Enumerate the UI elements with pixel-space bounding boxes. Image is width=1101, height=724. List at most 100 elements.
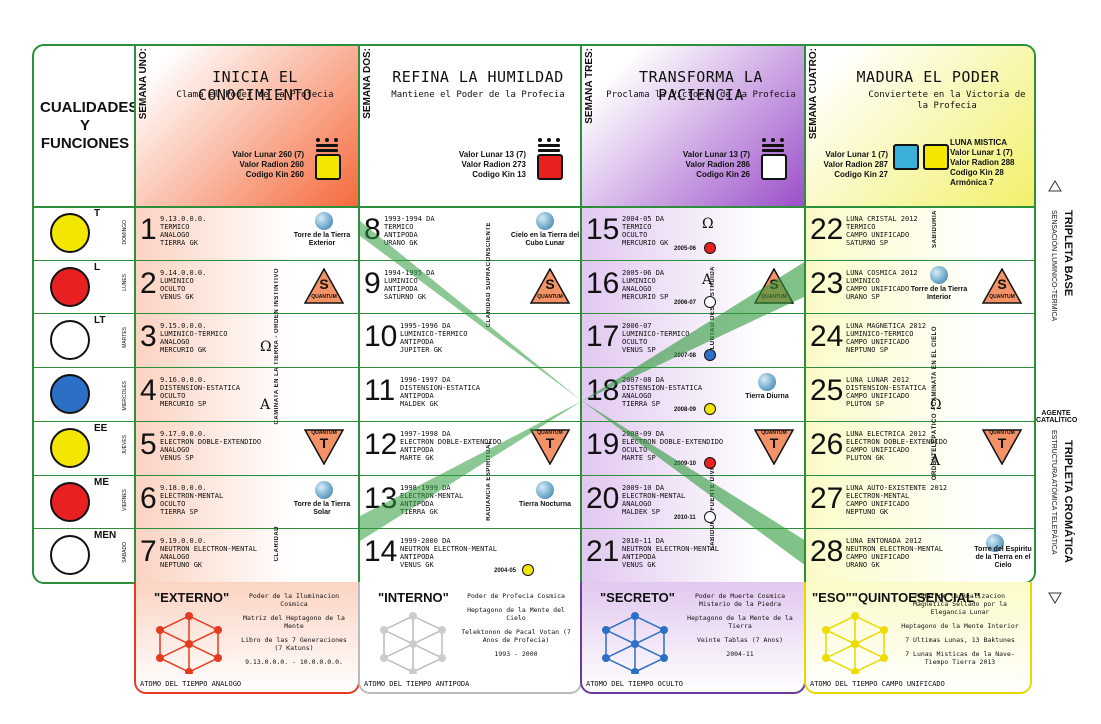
kin-text: LUNA CRISTAL 2012 TERMICO CAMPO UNIFICAD… xyxy=(846,215,918,247)
bottom-foot: ATOMO DEL TIEMPO ANTIPODA xyxy=(364,680,470,688)
year-label: 2005-06 xyxy=(674,246,697,252)
kin-number: 20 xyxy=(586,481,620,515)
quantum-letter: S xyxy=(319,275,329,292)
earth-icon xyxy=(536,480,554,499)
triangle-icon xyxy=(1048,180,1062,192)
kin-text: 9.17.0.0.0. ELECTRON DOBLE-EXTENDIDO ANA… xyxy=(160,429,262,462)
kin-text: 2010-11 DA NEUTRON ELECTRON-MENTAL ANTIP… xyxy=(622,537,719,570)
kin-number: 5 xyxy=(140,427,157,461)
plasma-mini-icon xyxy=(704,295,716,308)
plasma-symbol: T DOMINGO xyxy=(34,206,136,259)
info-line: Heptagono de la Mente Interior xyxy=(901,622,1019,630)
divider xyxy=(804,46,806,582)
week-title: REFINA LA HUMILDAD xyxy=(392,68,564,86)
plasma-icon xyxy=(50,266,90,307)
week-title: TRANSFORMA LA PACIENCIA xyxy=(639,68,763,104)
kin-text: 9.14.0.0.0. LUMINICO OCULTO VENUS GK xyxy=(160,268,207,301)
kin-number: 11 xyxy=(364,374,396,408)
kin-text: 9.16.0.0.0. DISTENSION-ESTATICA OCULTO M… xyxy=(160,376,241,409)
omega-symbol: Ω xyxy=(930,397,942,414)
quantum-letter: T xyxy=(545,434,555,451)
week1-header: SEMANA UNO: INICIA EL CONOCIMIENTO Clama… xyxy=(136,46,358,206)
quantum-letter: T xyxy=(997,434,1007,451)
divider xyxy=(580,46,582,582)
week4-header: SEMANA CUATRO: MADURA EL PODER Convierte… xyxy=(806,46,1034,206)
plasma-tone: L xyxy=(94,261,101,273)
bottom-secreto: "SECRETO" Poder de Muerte Cosmica Mister… xyxy=(580,582,806,694)
year-label: 2007-08 xyxy=(674,353,697,360)
col4-bg xyxy=(806,206,1034,582)
kin-cell: 16 2005-06 DA LUMINICO ANALOGO MERCURIO S… xyxy=(582,261,804,314)
kin-text: LUNA MAGNETICA 2012 LUMINICO-TERMICO CAM… xyxy=(846,322,927,355)
plasma-symbol: MEN SABADO xyxy=(34,528,136,581)
quantum-label: QUANTUM xyxy=(537,293,563,300)
tower-label: Torre de la Tierra Exterior xyxy=(293,232,351,247)
week-values: Valor Lunar 13 (7) Valor Radion 273 Codi… xyxy=(459,150,526,180)
kin-text: 9.15.0.0.0. LUMINICO-TERMICO ANALOGO MER… xyxy=(160,322,228,355)
week2-header: SEMANA DOS: REFINA LA HUMILDAD Mantiene … xyxy=(360,46,580,206)
kin-text: 1993-1994 DA TERMICO ANTIPODA URANO GK xyxy=(384,215,435,247)
divider xyxy=(134,46,136,582)
kin-text: LUNA ELECTRICA 2012 ELECTRON DOBLE-EXTEN… xyxy=(846,429,948,462)
omega-symbol: A xyxy=(702,271,713,288)
kin-text: 2007-08 DA DISTENSION-ESTATICA ANALOGO T… xyxy=(622,376,703,409)
plasma-icon xyxy=(50,374,90,415)
week-title: MADURA EL PODER xyxy=(856,68,1000,86)
week-title: INICIA EL CONOCIMIENTO xyxy=(197,68,313,104)
plasma-mini-icon xyxy=(522,564,534,577)
quantum-letter: T xyxy=(319,434,329,451)
quantum-icon: T QUANTUM xyxy=(530,429,570,465)
quantum-icon: T QUANTUM xyxy=(304,429,344,465)
bottom-info: Poder de la Iluminacion Cosmica Matriz de… xyxy=(238,592,350,672)
value-line: Valor Radion 273 xyxy=(461,160,526,169)
side-tripleta-cromatica: TRIPLETA CROMÁTICA xyxy=(1062,440,1074,563)
info-line: Telektonon de Pacal Votan (7 Anos de Pro… xyxy=(461,628,571,644)
kin-number: 27 xyxy=(810,481,844,515)
kin-cell: 7 9.19.0.0.0. NEUTRON ELECTRON-MENTAL ANA… xyxy=(136,529,358,582)
kin-text: LUNA COSMICA 2012 LUMINICO CAMPO UNIFICA… xyxy=(846,268,918,301)
info-line: 2004-11 xyxy=(726,650,754,658)
bottom-info: Poder de Muerte Cosmica Misterio de la P… xyxy=(684,592,796,664)
quantum-icon: T QUANTUM xyxy=(754,429,794,465)
omega-symbol: A xyxy=(260,397,271,414)
value-line: Codigo Kin 28 xyxy=(950,168,1004,177)
quantum-label: QUANTUM xyxy=(311,293,337,300)
omega-symbol: A xyxy=(930,452,941,469)
value-line: Valor Radion 288 xyxy=(950,158,1015,167)
kin-cell: 25 LUNA LUNAR 2012 DISTENSION-ESTATICA CA… xyxy=(806,368,1034,421)
value-line: Codigo Kin 27 xyxy=(834,170,888,179)
kin-cell: 6 9.18.0.0.0. ELECTRON-MENTAL OCULTO TIER… xyxy=(136,476,358,529)
cube-icon xyxy=(380,612,446,674)
kin-cell: 24 LUNA MAGNETICA 2012 LUMINICO-TERMICO C… xyxy=(806,314,1034,367)
year-label: 2008-09 xyxy=(674,407,697,414)
cube-icon xyxy=(822,612,888,674)
kin-cell: 22 LUNA CRISTAL 2012 TERMICO CAMPO UNIFIC… xyxy=(806,207,1034,260)
omega-symbol: Ω xyxy=(702,216,714,232)
plasma-icon xyxy=(50,481,90,522)
plasma-tone: ME xyxy=(94,476,109,488)
kin-text: 1999-2000 DA NEUTRON ELECTRON-MENTAL ANT… xyxy=(400,537,497,570)
plasma-mini-icon xyxy=(704,510,716,523)
value-line: Valor Radion 287 xyxy=(823,160,888,169)
bottom-title: "ESO""QUINTOESENCIAL" xyxy=(812,590,981,605)
row-divider xyxy=(34,474,1034,476)
week-values: Valor Lunar 1 (7) Valor Radion 287 Codig… xyxy=(824,150,888,180)
bottom-quintoesencial: "ESO""QUINTOESENCIAL" Poder de la Realiz… xyxy=(804,582,1032,694)
triangle-down-icon xyxy=(1048,592,1062,604)
value-line: Valor Lunar 13 (7) xyxy=(458,150,526,159)
kin-number: 1 xyxy=(140,213,157,246)
main-grid: CUALIDADES Y FUNCIONES SEMANA UNO: INICI… xyxy=(32,44,1036,584)
value-line: Valor Lunar 1 (7) xyxy=(825,150,888,159)
tower-label: Torre de la Tierra Interior xyxy=(910,285,968,301)
row-divider xyxy=(34,259,1034,261)
kin-number: 22 xyxy=(810,213,844,246)
kin-cell: 26 LUNA ELECTRICA 2012 ELECTRON DOBLE-EXT… xyxy=(806,422,1034,475)
week3-header: SEMANA TRES: TRANSFORMA LA PACIENCIA Pro… xyxy=(582,46,804,206)
kin-number: 23 xyxy=(810,266,844,300)
kin-cell: 20 2009-10 DA ELECTRON-MENTAL ANALOGO MAL… xyxy=(582,476,804,529)
kin-text: 1994-1995 DA LUMINICO ANTIPODA SATURNO G… xyxy=(384,268,435,301)
earth-icon xyxy=(758,373,776,392)
kin-cell: 10 1995-1996 DA LUMINICO-TERMICO ANTIPODA… xyxy=(360,314,580,367)
